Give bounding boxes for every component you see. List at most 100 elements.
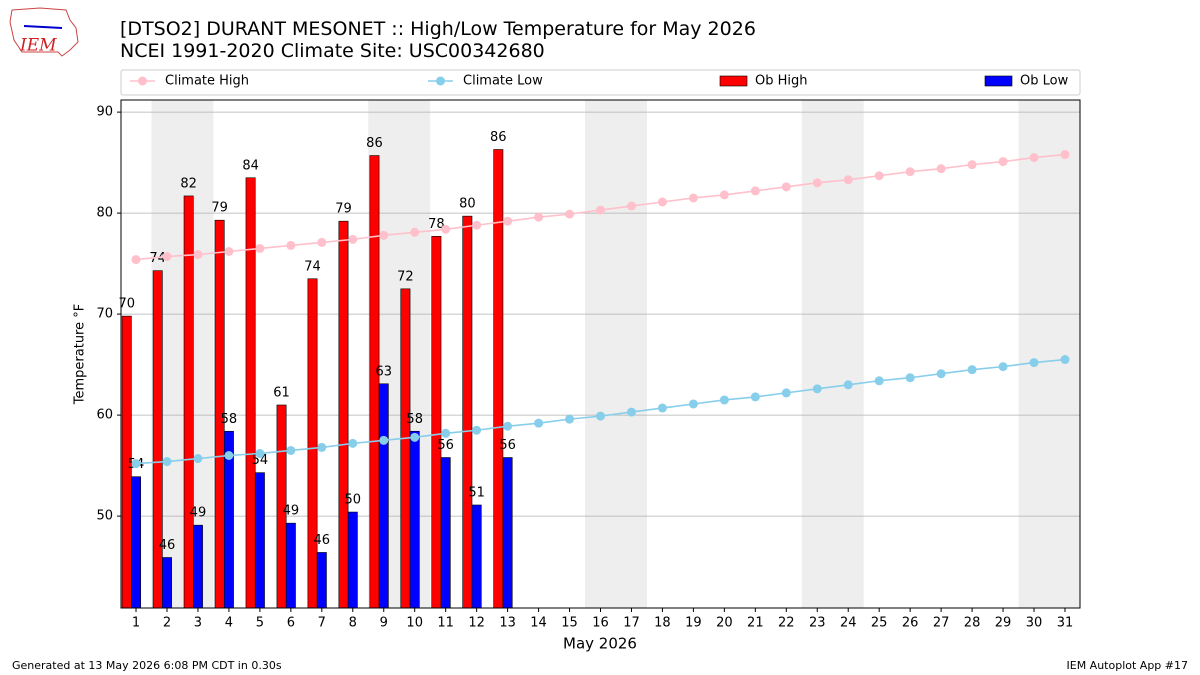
- point: [534, 418, 544, 428]
- point: [596, 411, 605, 421]
- data-label: 78: [428, 217, 445, 232]
- bar: [471, 504, 482, 609]
- point: [998, 157, 1008, 167]
- point: [503, 216, 513, 226]
- data-label: 51: [468, 485, 485, 500]
- chart-subtitle: NCEI 1991-2020 Climate Site: USC00342680: [120, 40, 545, 62]
- x-tick-label: 14: [530, 616, 547, 631]
- point: [441, 224, 451, 234]
- point: [936, 369, 946, 379]
- bar: [152, 270, 163, 609]
- point: [812, 384, 822, 394]
- data-label: 79: [211, 201, 228, 216]
- bar: [493, 149, 504, 609]
- point: [317, 442, 327, 452]
- x-tick-label: 20: [716, 616, 733, 631]
- point: [1060, 355, 1070, 365]
- point: [565, 209, 575, 219]
- point: [379, 435, 389, 445]
- point: [967, 160, 977, 170]
- legend-label: Ob Low: [1020, 74, 1069, 89]
- point: [162, 252, 172, 262]
- legend-marker: [436, 76, 445, 86]
- bar: [307, 278, 318, 609]
- data-label: 46: [314, 533, 331, 548]
- weekend-shade: [1018, 100, 1081, 608]
- point: [843, 175, 853, 185]
- data-label: 80: [459, 197, 476, 212]
- x-tick-label: 1: [132, 616, 140, 631]
- plot-frame: [120, 99, 1081, 609]
- point: [657, 197, 667, 207]
- point: [905, 373, 915, 383]
- point: [688, 399, 698, 409]
- point: [874, 376, 884, 386]
- point: [1029, 153, 1039, 163]
- x-tick-label: 6: [287, 616, 295, 631]
- x-tick-label: 2: [163, 616, 171, 631]
- data-label: 86: [490, 130, 507, 145]
- point: [286, 445, 296, 455]
- x-tick-label: 15: [561, 616, 578, 631]
- point: [255, 243, 265, 253]
- point: [596, 205, 605, 215]
- x-tick-label: 18: [654, 616, 671, 631]
- data-label: 46: [159, 538, 176, 553]
- logo-text: IEM: [19, 36, 57, 56]
- data-label: 49: [283, 504, 300, 519]
- data-label: 72: [397, 269, 414, 284]
- data-label: 63: [375, 364, 392, 379]
- point: [472, 220, 482, 230]
- data-label: 54: [252, 453, 269, 468]
- data-label: 58: [406, 412, 423, 427]
- point: [441, 428, 451, 438]
- point: [1060, 150, 1070, 160]
- x-tick-label: 21: [747, 616, 764, 631]
- legend-swatch: [719, 75, 748, 87]
- bar: [502, 457, 513, 609]
- data-label: 56: [499, 438, 516, 453]
- data-label: 82: [180, 176, 197, 191]
- point: [410, 227, 420, 237]
- bar: [440, 457, 451, 609]
- x-tick-label: 26: [902, 616, 919, 631]
- footer-left: Generated at 13 May 2026 6:08 PM CDT in …: [12, 659, 282, 672]
- point: [193, 250, 203, 260]
- bar: [347, 511, 358, 609]
- bar: [193, 524, 203, 609]
- point: [657, 403, 667, 413]
- x-tick-label: 31: [1057, 616, 1074, 631]
- x-tick-label: 22: [778, 616, 795, 631]
- x-tick-label: 30: [1026, 616, 1043, 631]
- point: [317, 237, 327, 247]
- point: [410, 432, 420, 442]
- x-tick-label: 7: [318, 616, 326, 631]
- x-tick-label: 12: [468, 616, 485, 631]
- point: [131, 255, 141, 265]
- x-axis-label: May 2026: [563, 635, 637, 653]
- point: [348, 438, 358, 448]
- point: [812, 178, 822, 188]
- point: [255, 448, 265, 458]
- point: [626, 407, 636, 417]
- y-tick-label: 70: [96, 307, 113, 322]
- point: [750, 392, 760, 402]
- x-tick-label: 11: [437, 616, 454, 631]
- data-label: 58: [221, 412, 238, 427]
- point: [472, 425, 482, 435]
- point: [626, 201, 636, 211]
- legend-label: Climate High: [165, 74, 249, 89]
- point: [534, 212, 544, 222]
- x-tick-label: 27: [933, 616, 950, 631]
- data-label: 61: [273, 386, 290, 401]
- y-tick-label: 80: [96, 206, 113, 221]
- x-tick-label: 17: [623, 616, 640, 631]
- bar: [316, 552, 327, 609]
- point: [1029, 358, 1039, 368]
- bar: [431, 236, 442, 609]
- x-tick-label: 19: [685, 616, 702, 631]
- bar: [254, 472, 265, 609]
- x-tick-label: 5: [256, 616, 264, 631]
